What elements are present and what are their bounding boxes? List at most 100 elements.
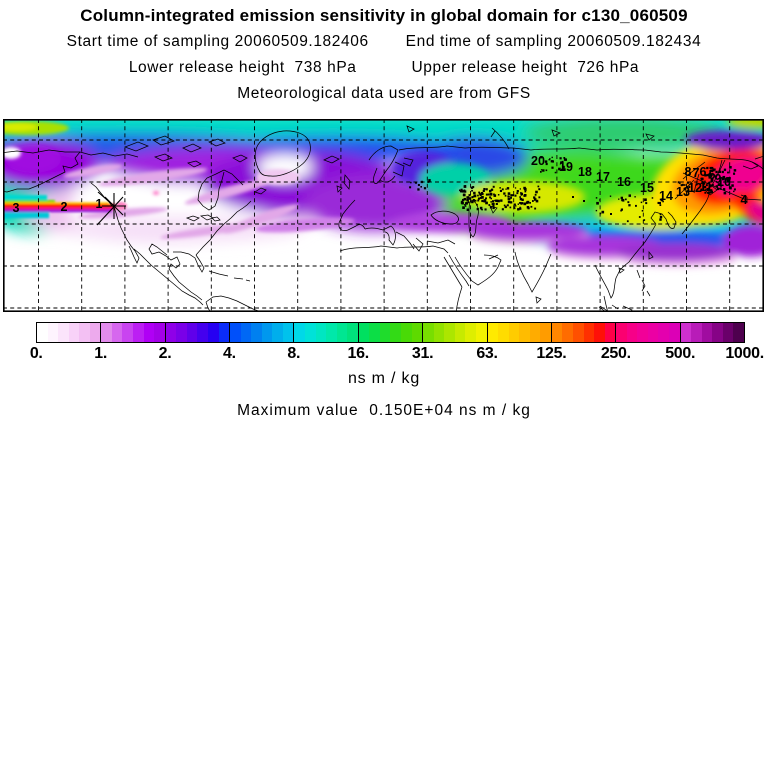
colorbar-band <box>197 323 208 342</box>
colorbar-band <box>647 323 659 342</box>
colorbar-band <box>551 323 563 342</box>
colorbar-band <box>326 323 337 342</box>
colorbar-tick-63: 63. <box>476 345 498 362</box>
colorbar <box>36 322 745 343</box>
svg-text:7: 7 <box>693 166 700 180</box>
colorbar-segment-250 <box>616 323 681 342</box>
colorbar-band <box>669 323 680 342</box>
svg-text:6: 6 <box>700 165 707 179</box>
svg-text:11: 11 <box>699 180 712 194</box>
colorbar-band <box>336 323 348 342</box>
colorbar-band <box>272 323 283 342</box>
colorbar-band <box>475 323 487 342</box>
colorbar-segment-2 <box>165 323 231 342</box>
svg-text:15: 15 <box>640 181 654 195</box>
upper-release-text: Upper release height 726 hPa <box>411 59 640 76</box>
release-height-row: Lower release height 738 hPa Upper releas… <box>0 59 768 77</box>
colorbar-tick-8: 8. <box>287 345 301 362</box>
sensitivity-field-detail <box>5 119 764 266</box>
colorbar-band <box>594 323 605 342</box>
svg-text:1: 1 <box>96 197 103 211</box>
colorbar-band <box>680 323 692 342</box>
svg-text:17: 17 <box>596 170 610 184</box>
colorbar-tick-0: 0. <box>29 345 43 362</box>
colorbar-band <box>58 323 69 342</box>
colorbar-segment-4 <box>230 323 295 342</box>
graticule <box>3 119 764 312</box>
colorbar-tick-2: 2. <box>158 345 172 362</box>
colorbar-band <box>529 323 541 342</box>
colorbar-band <box>508 323 520 342</box>
colorbar-band <box>347 323 358 342</box>
colorbar-band <box>454 323 466 342</box>
lower-release-text: Lower release height 738 hPa <box>128 59 357 76</box>
colorbar-band <box>251 323 262 342</box>
colorbar-band <box>626 323 638 342</box>
met-source-row: Meteorological data used are from GFS <box>0 85 768 103</box>
colorbar-band <box>176 323 187 342</box>
map-border <box>3 119 764 312</box>
svg-text:2: 2 <box>61 200 68 214</box>
svg-text:9: 9 <box>715 172 722 186</box>
colorbar-band <box>637 323 648 342</box>
colorbar-band <box>433 323 445 342</box>
colorbar-band <box>604 323 616 342</box>
colorbar-band <box>401 323 412 342</box>
colorbar-band <box>583 323 595 342</box>
svg-text:13: 13 <box>676 185 690 199</box>
colorbar-band <box>358 323 370 342</box>
end-time-text: End time of sampling 20060509.182434 <box>405 33 702 50</box>
max-value-label: Maximum value 0.150E+04 ns m / kg <box>237 402 531 419</box>
colorbar-band <box>369 323 380 342</box>
release-star-icon <box>96 191 126 226</box>
colorbar-band <box>47 323 59 342</box>
colorbar-tick-16: 16. <box>347 345 370 362</box>
colorbar-segment-125 <box>551 323 617 342</box>
colorbar-band <box>143 323 155 342</box>
svg-text:20: 20 <box>531 154 545 168</box>
colorbar-band <box>390 323 402 342</box>
colorbar-band <box>230 323 241 342</box>
svg-text:8: 8 <box>685 165 692 179</box>
colorbar-band <box>89 323 101 342</box>
world-map-plot: 1 2 3 4 5 6 7 8 9 10 11 12 13 14 15 16 17 18 19 20 <box>3 119 764 312</box>
colorbar-band <box>122 323 134 342</box>
colorbar-band <box>133 323 144 342</box>
colorbar-segment-63 <box>487 323 552 342</box>
svg-text:3: 3 <box>13 201 20 215</box>
colorbar-band <box>733 323 744 342</box>
start-time-text: Start time of sampling 20060509.182406 <box>66 33 369 50</box>
colorbar-band <box>207 323 219 342</box>
sampling-time-row: Start time of sampling 20060509.182406 En… <box>0 33 768 51</box>
colorbar-band <box>691 323 702 342</box>
colorbar-band <box>498 323 509 342</box>
colorbar-tick-1: 1. <box>94 345 107 362</box>
colorbar-band <box>701 323 713 342</box>
colorbar-band <box>186 323 198 342</box>
colorbar-band <box>282 323 294 342</box>
colorbar-tick-31: 31. <box>411 345 434 362</box>
colorbar-tick-125: 125. <box>536 345 567 362</box>
colorbar-band <box>240 323 252 342</box>
colorbar-segment-8 <box>294 323 359 342</box>
colorbar-band <box>315 323 327 342</box>
colorbar-band <box>294 323 305 342</box>
colorbar-band <box>68 323 80 342</box>
colorbar-band <box>658 323 670 342</box>
met-source-text: Meteorological data used are from GFS <box>237 85 531 102</box>
colorbar-segment-0 <box>37 323 102 342</box>
plume-streak <box>3 195 127 219</box>
colorbar-band <box>154 323 165 342</box>
svg-text:5: 5 <box>709 168 716 182</box>
colorbar-band <box>101 323 112 342</box>
colorbar-band <box>712 323 723 342</box>
colorbar-band <box>411 323 423 342</box>
colorbar-band <box>218 323 230 342</box>
colorbar-band <box>465 323 476 342</box>
colorbar-tick-500: 500. <box>665 345 696 362</box>
colorbar-band <box>540 323 551 342</box>
colorbar-band <box>261 323 273 342</box>
svg-text:19: 19 <box>559 160 573 174</box>
colorbar-band <box>379 323 391 342</box>
